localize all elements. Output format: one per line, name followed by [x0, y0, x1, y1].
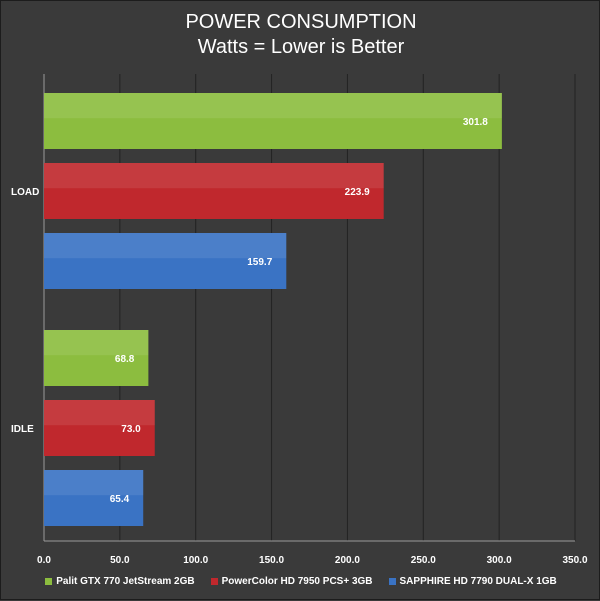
x-tick-label: 300.0: [487, 555, 512, 566]
bar-value-label: 68.8: [115, 354, 135, 365]
legend-item-powercolor: PowerColor HD 7950 PCS+ 3GB: [210, 575, 373, 587]
x-tick-label: 200.0: [335, 555, 360, 566]
legend-swatch-palit: [45, 577, 53, 585]
bar-value-label: 223.9: [345, 187, 370, 198]
bar: [44, 233, 287, 289]
x-tick-label: 250.0: [411, 555, 436, 566]
bar: [44, 470, 144, 526]
x-tick-label: 350.0: [562, 555, 587, 566]
bar: [44, 163, 384, 219]
bar-highlight: [44, 330, 149, 356]
bar: [44, 93, 502, 149]
x-tick-label: 100.0: [183, 555, 208, 566]
bar-value-label: 159.7: [247, 257, 272, 268]
legend-swatch-sapphire: [388, 577, 396, 585]
legend-label-sapphire: SAPPHIRE HD 7790 DUAL-X 1GB: [399, 575, 557, 587]
bar: [44, 400, 155, 456]
legend-swatch-powercolor: [210, 577, 218, 585]
legend-item-palit: Palit GTX 770 JetStream 2GB: [45, 575, 195, 587]
bar-value-label: 65.4: [110, 494, 130, 505]
bar-value-label: 73.0: [121, 424, 141, 435]
bar-highlight: [44, 93, 502, 119]
chart-title: POWER CONSUMPTION: [185, 11, 417, 33]
category-label: LOAD: [11, 187, 39, 198]
x-tick-label: 0.0: [37, 555, 51, 566]
bar-value-label: 301.8: [463, 117, 488, 128]
bar-highlight: [44, 470, 144, 496]
legend-label-palit: Palit GTX 770 JetStream 2GB: [56, 575, 195, 587]
legend: Palit GTX 770 JetStream 2GB PowerColor H…: [1, 573, 600, 589]
bar: [44, 330, 149, 386]
chart-subtitle: Watts = Lower is Better: [197, 36, 405, 58]
bar-highlight: [44, 233, 287, 259]
x-tick-label: 50.0: [110, 555, 130, 566]
x-tick-label: 150.0: [259, 555, 284, 566]
legend-item-sapphire: SAPPHIRE HD 7790 DUAL-X 1GB: [388, 575, 557, 587]
category-label: IDLE: [11, 424, 34, 435]
legend-label-powercolor: PowerColor HD 7950 PCS+ 3GB: [221, 575, 373, 587]
bar-highlight: [44, 400, 155, 426]
bar-highlight: [44, 163, 384, 189]
